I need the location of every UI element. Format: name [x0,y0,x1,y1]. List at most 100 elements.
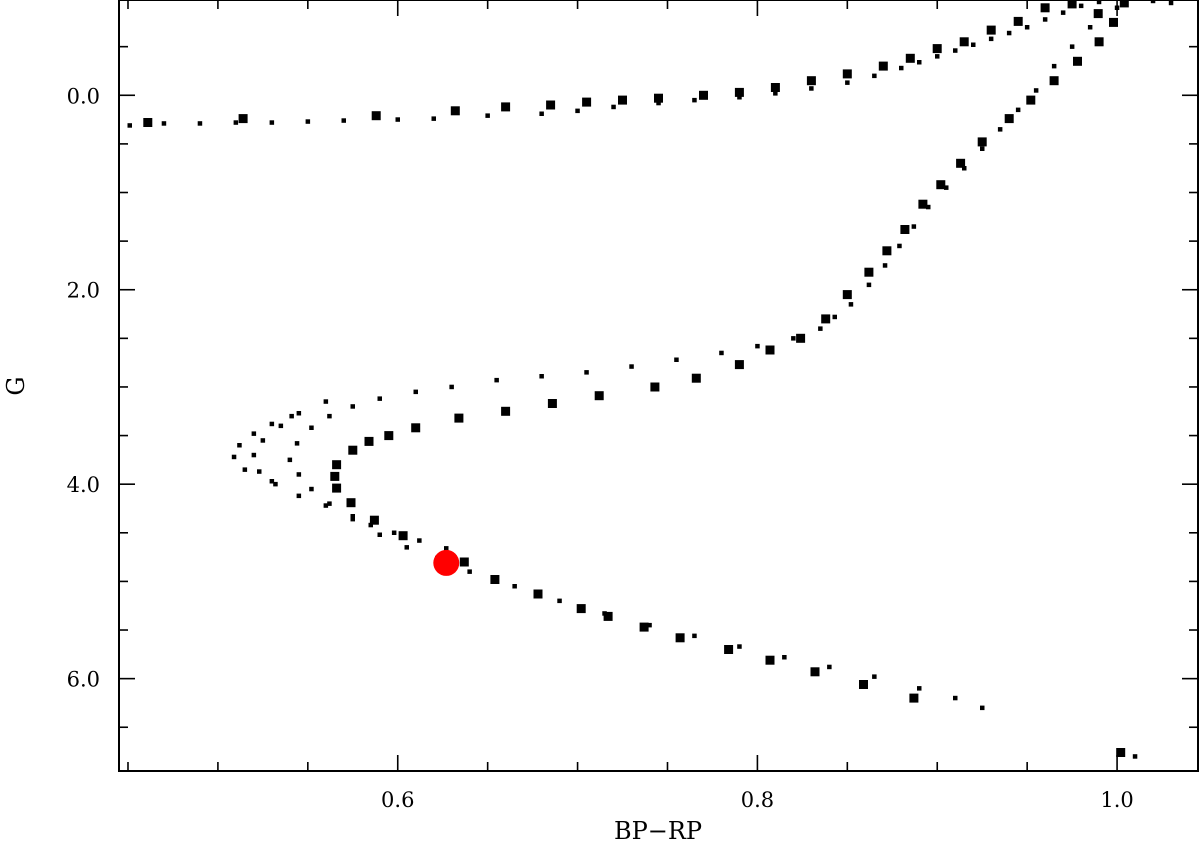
data-point-small [1006,30,1012,36]
data-point-large [900,225,910,234]
highlight-layer [433,549,460,576]
data-point-large [594,391,604,401]
data-point-large [842,69,852,79]
data-point-small [692,97,697,103]
data-point-small [1060,10,1066,15]
data-point-small [305,119,311,124]
data-point-large [909,693,919,703]
data-point-large [878,61,888,71]
data-point-large [796,333,806,343]
data-point-small [289,413,294,419]
data-point-small [1150,0,1156,4]
data-point-large [330,471,340,481]
data-point-large [639,622,649,632]
data-point-large [1013,16,1023,26]
axis-ticks [119,0,1198,771]
data-point-large [905,53,915,63]
data-point-small [848,302,854,307]
data-point-small [417,538,422,543]
data-point-large [859,680,868,689]
data-point-large [384,431,394,441]
data-point-small [350,404,355,409]
data-point-large [332,460,342,470]
data-point-small [899,65,904,71]
data-point-small [1087,25,1093,30]
data-point-large [346,498,356,508]
data-point-small [273,481,278,487]
data-point-large [986,25,996,35]
data-point-large [1094,37,1104,47]
data-point-small [327,413,332,419]
y-tick-label: 6.0 [67,668,100,692]
data-point-small [980,146,985,151]
data-point-large [398,531,408,541]
data-point-small [368,522,373,528]
data-point-small [737,644,742,649]
data-point-large [1116,748,1126,757]
data-point-small [377,532,382,537]
data-point-small [971,42,976,47]
data-point-small [1123,0,1129,3]
data-point-small [296,493,302,499]
data-point-small [911,224,917,229]
y-tick-label: 0.0 [67,84,100,108]
data-point-large [454,413,464,423]
data-point-large [724,645,734,654]
data-point-small [917,60,922,65]
data-points [127,0,1174,759]
data-point-large [765,345,775,355]
data-point-small [1042,17,1048,22]
data-point-small [341,118,346,123]
data-point-small [953,48,958,53]
data-point-small [309,486,314,492]
data-point-large [882,246,892,256]
data-point-small [395,117,400,122]
data-point-large [650,382,660,392]
data-point-large [546,100,556,110]
data-point-large [1004,114,1014,124]
data-point-small [431,116,436,121]
data-point-small [845,80,850,85]
data-point-large [956,158,966,168]
data-point-small [755,343,760,349]
data-point-large [533,589,543,599]
data-point-small [413,389,418,395]
data-point-small [656,100,661,106]
data-point-small [602,611,607,616]
data-point-large [936,180,946,190]
data-point-small [287,457,293,463]
data-point-large [691,373,701,383]
data-point-large [765,655,775,665]
data-point-small [242,467,248,472]
data-point-large [821,314,831,324]
data-point-small [260,438,266,443]
data-point-small [161,121,167,126]
data-point-large [547,399,557,408]
data-point-small [674,357,679,362]
x-axis-title: BP−RP [614,817,702,845]
data-point-large [1026,95,1036,105]
data-point-small [323,503,329,508]
x-tick-label: 0.8 [741,788,774,812]
data-point-large [348,445,358,455]
data-point-small [251,431,257,436]
data-point-small [327,501,332,506]
data-point-small [1015,107,1021,113]
data-point-large [1093,9,1103,19]
data-point-small [629,364,634,369]
data-point-small [323,399,329,404]
data-point-small [988,36,994,42]
data-point-small [278,423,284,429]
data-point-small [962,166,967,171]
data-point-small [127,123,132,128]
data-point-large [364,436,374,446]
data-point-small [449,384,454,390]
plot-frame [118,0,1199,772]
x-tick-label: 1.0 [1100,788,1133,812]
data-point-large [618,95,627,105]
data-point-small [197,121,203,126]
data-point-small [512,584,517,589]
y-axis-title: G [2,376,30,395]
data-point-large [959,37,969,47]
data-point-small [575,108,580,114]
